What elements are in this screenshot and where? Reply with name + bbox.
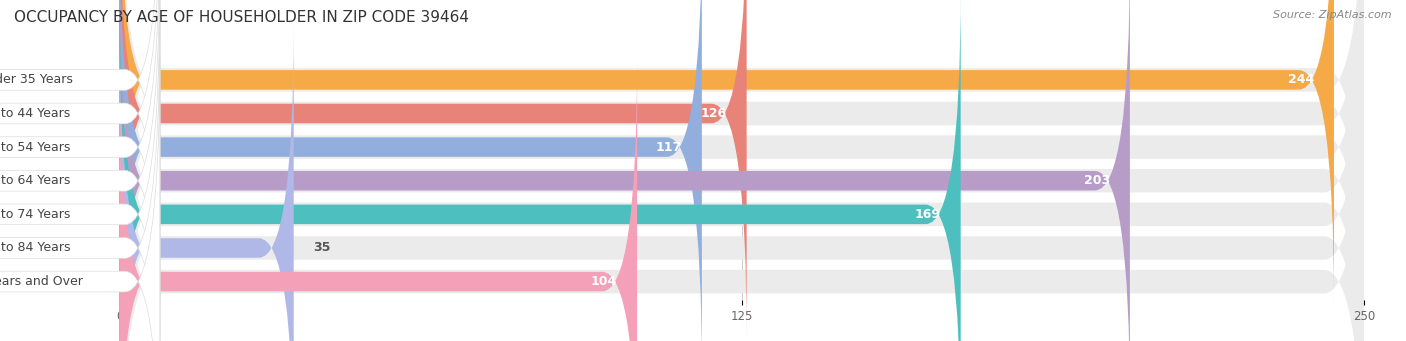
FancyBboxPatch shape <box>0 0 160 341</box>
Text: 203: 203 <box>1084 174 1109 187</box>
Text: 117: 117 <box>655 140 682 153</box>
Text: 35 to 44 Years: 35 to 44 Years <box>0 107 70 120</box>
FancyBboxPatch shape <box>120 56 637 341</box>
FancyBboxPatch shape <box>0 57 160 341</box>
Text: 244: 244 <box>1288 73 1315 86</box>
FancyBboxPatch shape <box>120 0 960 341</box>
FancyBboxPatch shape <box>120 0 1364 341</box>
FancyBboxPatch shape <box>120 23 294 341</box>
Text: 126: 126 <box>700 107 727 120</box>
FancyBboxPatch shape <box>120 0 702 341</box>
Text: 75 to 84 Years: 75 to 84 Years <box>0 241 70 254</box>
FancyBboxPatch shape <box>120 0 747 339</box>
Text: Source: ZipAtlas.com: Source: ZipAtlas.com <box>1274 10 1392 20</box>
Text: OCCUPANCY BY AGE OF HOUSEHOLDER IN ZIP CODE 39464: OCCUPANCY BY AGE OF HOUSEHOLDER IN ZIP C… <box>14 10 470 25</box>
FancyBboxPatch shape <box>120 25 1364 341</box>
FancyBboxPatch shape <box>120 0 1130 341</box>
FancyBboxPatch shape <box>120 0 1364 341</box>
FancyBboxPatch shape <box>0 0 160 341</box>
FancyBboxPatch shape <box>0 0 160 341</box>
Text: 65 to 74 Years: 65 to 74 Years <box>0 208 70 221</box>
FancyBboxPatch shape <box>0 23 160 341</box>
Text: 45 to 54 Years: 45 to 54 Years <box>0 140 70 153</box>
Text: Under 35 Years: Under 35 Years <box>0 73 73 86</box>
Text: 55 to 64 Years: 55 to 64 Years <box>0 174 70 187</box>
Text: 85 Years and Over: 85 Years and Over <box>0 275 83 288</box>
FancyBboxPatch shape <box>120 0 1364 337</box>
Text: 35: 35 <box>314 241 330 254</box>
Text: 104: 104 <box>591 275 617 288</box>
FancyBboxPatch shape <box>0 0 160 305</box>
FancyBboxPatch shape <box>0 0 160 339</box>
FancyBboxPatch shape <box>120 0 1364 341</box>
Text: 169: 169 <box>915 208 941 221</box>
FancyBboxPatch shape <box>120 0 1364 341</box>
FancyBboxPatch shape <box>120 0 1364 341</box>
FancyBboxPatch shape <box>120 0 1334 306</box>
